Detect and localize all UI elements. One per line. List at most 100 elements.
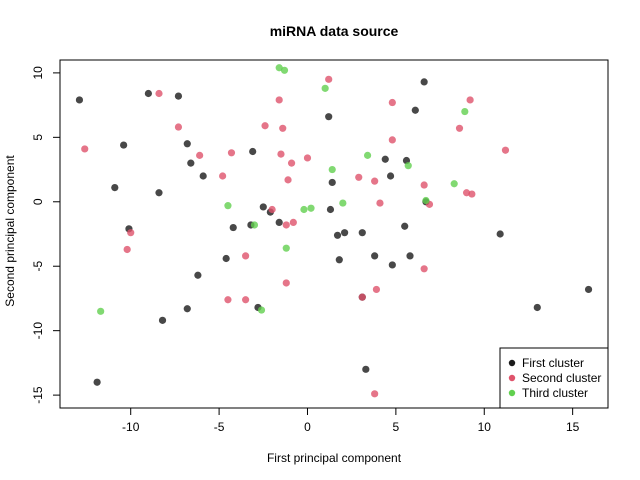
data-point bbox=[362, 365, 370, 373]
data-point bbox=[275, 96, 283, 104]
data-point bbox=[363, 151, 372, 159]
data-point bbox=[219, 172, 227, 180]
data-point bbox=[355, 173, 363, 181]
series-3 bbox=[97, 64, 469, 315]
data-point bbox=[371, 177, 379, 185]
data-point bbox=[229, 223, 237, 232]
data-point bbox=[93, 378, 101, 386]
data-point bbox=[411, 106, 419, 114]
data-point bbox=[468, 190, 476, 198]
data-point bbox=[333, 231, 342, 239]
data-point bbox=[284, 176, 292, 184]
data-point bbox=[335, 256, 343, 264]
data-point bbox=[381, 155, 389, 163]
data-point bbox=[401, 222, 409, 230]
legend-label: Second cluster bbox=[522, 371, 601, 385]
y-tick-label: 10 bbox=[31, 66, 45, 80]
data-point bbox=[325, 113, 333, 121]
data-point bbox=[187, 159, 195, 167]
legend-marker bbox=[508, 359, 516, 367]
data-point bbox=[97, 307, 105, 315]
data-point bbox=[388, 98, 396, 107]
legend-box bbox=[499, 347, 609, 409]
data-point bbox=[144, 89, 152, 98]
y-tick-label: -15 bbox=[31, 386, 45, 404]
x-tick-label: 10 bbox=[478, 420, 492, 434]
y-tick-label: -5 bbox=[31, 261, 45, 272]
data-point bbox=[279, 124, 287, 132]
data-point bbox=[455, 124, 464, 132]
data-point bbox=[450, 180, 458, 188]
data-point bbox=[222, 254, 230, 263]
data-point bbox=[282, 279, 290, 287]
data-point bbox=[422, 196, 430, 205]
data-point bbox=[289, 218, 297, 226]
data-point bbox=[199, 172, 207, 180]
data-point bbox=[388, 261, 396, 269]
data-point bbox=[257, 306, 266, 314]
data-point bbox=[307, 204, 315, 212]
data-point bbox=[326, 205, 335, 214]
data-point bbox=[358, 293, 366, 301]
data-point bbox=[404, 162, 412, 170]
chart-title: miRNA data source bbox=[270, 23, 399, 39]
data-point bbox=[123, 245, 131, 254]
data-point bbox=[461, 107, 469, 116]
data-point bbox=[275, 218, 283, 226]
data-point bbox=[127, 229, 135, 237]
data-point bbox=[420, 181, 428, 189]
data-point bbox=[496, 230, 504, 238]
data-point bbox=[242, 296, 250, 304]
data-point bbox=[420, 78, 428, 86]
y-tick-label: -10 bbox=[31, 322, 45, 340]
legend-marker bbox=[508, 389, 516, 397]
data-point bbox=[259, 203, 267, 211]
data-point bbox=[120, 141, 128, 149]
data-point bbox=[372, 285, 381, 294]
y-axis-label: Second principal component bbox=[3, 155, 17, 307]
y-tick-label: 5 bbox=[31, 134, 45, 141]
data-point bbox=[328, 178, 336, 187]
y-axis: -15 -10 -5 0 5 10 bbox=[31, 66, 61, 404]
x-tick-label: 5 bbox=[393, 420, 400, 434]
data-point bbox=[111, 184, 119, 192]
data-point bbox=[81, 145, 89, 153]
legend-marker bbox=[508, 374, 516, 382]
legend-label: Third cluster bbox=[522, 386, 588, 400]
series-2 bbox=[81, 75, 510, 398]
x-tick-label: 15 bbox=[566, 420, 580, 434]
data-point bbox=[339, 199, 347, 207]
data-point bbox=[261, 122, 269, 130]
data-point bbox=[300, 205, 308, 214]
data-point bbox=[155, 89, 163, 98]
data-point bbox=[358, 229, 366, 237]
data-point bbox=[376, 199, 384, 207]
data-point bbox=[249, 147, 257, 156]
data-point bbox=[75, 96, 84, 104]
data-point bbox=[277, 150, 285, 158]
y-tick-label: 0 bbox=[31, 198, 45, 205]
data-point bbox=[287, 159, 296, 167]
data-point bbox=[282, 221, 290, 229]
data-point bbox=[174, 92, 183, 100]
data-point bbox=[501, 146, 510, 154]
data-point bbox=[406, 252, 414, 260]
data-point bbox=[386, 172, 395, 180]
x-tick-label: -5 bbox=[214, 420, 225, 434]
data-point bbox=[371, 252, 379, 260]
data-point bbox=[388, 136, 396, 144]
data-point bbox=[584, 285, 593, 294]
data-point bbox=[321, 84, 329, 92]
data-point bbox=[174, 123, 183, 131]
x-axis-label: First principal component bbox=[267, 451, 402, 465]
data-point bbox=[242, 252, 250, 260]
data-point bbox=[303, 154, 312, 162]
data-point bbox=[224, 202, 232, 210]
legend-label: First cluster bbox=[522, 356, 584, 370]
data-point bbox=[328, 165, 336, 174]
plot-points bbox=[75, 64, 593, 398]
data-point bbox=[325, 75, 333, 83]
series-1 bbox=[75, 78, 593, 386]
